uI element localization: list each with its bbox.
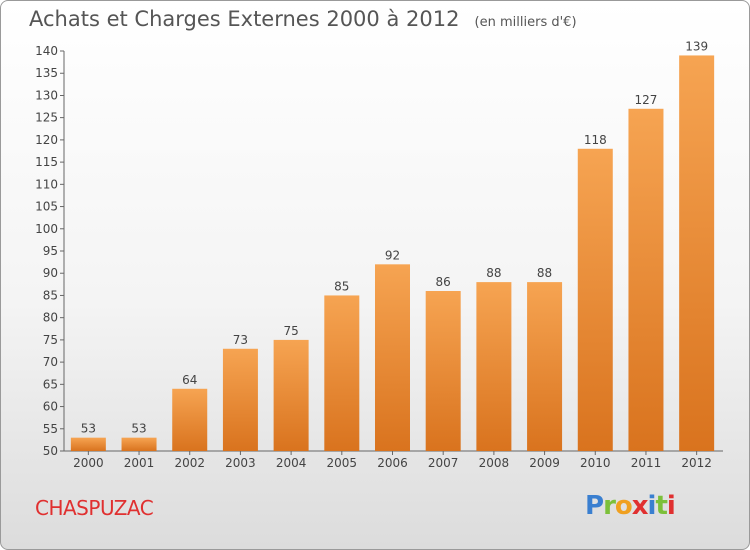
data-label: 139 <box>685 39 708 53</box>
bar <box>375 264 410 451</box>
data-label: 118 <box>584 133 607 147</box>
y-tick-label: 135 <box>35 66 58 80</box>
bar <box>425 291 461 451</box>
x-tick-label: 2012 <box>681 456 712 470</box>
y-tick-label: 125 <box>35 111 58 125</box>
x-tick-label: 2002 <box>174 456 205 470</box>
y-tick-label: 95 <box>43 244 58 258</box>
logo-letter: o <box>614 491 633 521</box>
bar <box>577 148 613 451</box>
y-tick-label: 100 <box>35 222 58 236</box>
x-tick-label: 2003 <box>225 456 256 470</box>
bar <box>222 348 258 451</box>
data-labels: 53 53 64 73 75 85 92 86 88 88 118 127 139 <box>81 39 708 435</box>
bar <box>172 388 208 451</box>
y-tick-label: 85 <box>43 288 58 302</box>
y-tick-label: 110 <box>35 177 58 191</box>
y-tick-label: 55 <box>43 422 58 436</box>
data-label: 88 <box>537 266 552 280</box>
y-tick-label: 120 <box>35 133 58 147</box>
x-tick-label: 2009 <box>529 456 560 470</box>
bar <box>70 437 106 451</box>
data-label: 64 <box>182 373 197 387</box>
data-label: 86 <box>436 275 451 289</box>
y-tick-label: 115 <box>35 155 58 169</box>
data-label: 85 <box>334 279 349 293</box>
chart-title-block: Achats et Charges Externes 2000 à 2012 (… <box>29 7 577 31</box>
y-tick-label: 90 <box>43 266 58 280</box>
x-tick-label: 2008 <box>479 456 510 470</box>
data-label: 53 <box>81 422 96 436</box>
x-tick-label: 2011 <box>631 456 662 470</box>
x-tick-label: 2000 <box>73 456 104 470</box>
x-tick-label: 2010 <box>580 456 611 470</box>
x-tick-label: 2004 <box>276 456 307 470</box>
y-tick-label: 50 <box>43 444 58 458</box>
x-tick-label: 2005 <box>327 456 358 470</box>
y-tick-label: 105 <box>35 200 58 214</box>
logo-letter: x <box>631 491 649 521</box>
bar <box>679 55 715 451</box>
data-label: 53 <box>131 422 146 436</box>
x-tick-label: 2006 <box>377 456 408 470</box>
logo-letter: i <box>647 491 657 521</box>
axes: 50 55 60 65 70 75 80 85 90 95 100 105 110 115 120 125 13… <box>35 44 723 470</box>
logo-letter: i <box>666 491 676 521</box>
bar <box>324 295 360 451</box>
bar <box>628 108 664 452</box>
y-tick-label: 65 <box>43 377 58 391</box>
bar <box>476 282 512 451</box>
y-tick-label: 75 <box>43 333 58 347</box>
x-tick-label: 2001 <box>124 456 155 470</box>
data-label: 127 <box>635 93 658 107</box>
y-tick-label: 70 <box>43 355 58 369</box>
chart-subtitle: (en milliers d'€) <box>474 15 577 30</box>
data-label: 75 <box>283 324 298 338</box>
y-tick-label: 140 <box>35 44 58 58</box>
logo-letter: t <box>655 491 667 521</box>
data-label: 73 <box>233 333 248 347</box>
y-tick-label: 60 <box>43 400 58 414</box>
data-label: 92 <box>385 248 400 262</box>
bar <box>273 339 309 451</box>
y-tick-label: 80 <box>43 311 58 325</box>
place-name: CHASPUZAC <box>35 496 154 520</box>
x-tick-label: 2007 <box>428 456 459 470</box>
logo-letter: P <box>585 491 604 521</box>
data-label: 88 <box>486 266 501 280</box>
chart-title: Achats et Charges Externes 2000 à 2012 <box>29 7 460 31</box>
bar <box>527 282 563 451</box>
logo-letter: r <box>603 491 616 521</box>
y-tick-label: 130 <box>35 88 58 102</box>
proxiti-logo: Proxiti <box>585 491 676 521</box>
bars <box>70 55 715 452</box>
bar <box>121 437 157 451</box>
